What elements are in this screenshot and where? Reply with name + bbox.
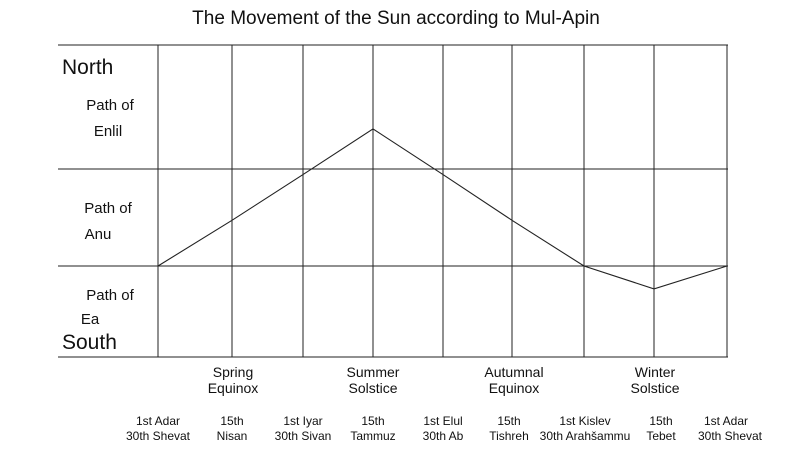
sun-path-line <box>157 128 728 290</box>
date-label-line2: 30th Shevat <box>698 429 763 443</box>
date-label-line1: 15th <box>497 414 520 428</box>
date-label-line1: 15th <box>361 414 384 428</box>
date-label-line2: Tishreh <box>489 429 529 443</box>
band-label-enlil-line2: Enlil <box>94 123 122 140</box>
season-label-summer-line2: Solstice <box>348 380 397 396</box>
season-label-winter-line1: Winter <box>635 364 676 380</box>
south-label: South <box>62 331 117 354</box>
band-label-anu-line2: Anu <box>85 226 112 243</box>
date-label-line2: Tebet <box>646 429 676 443</box>
date-label-line2: 30th Sivan <box>275 429 332 443</box>
date-label-line2: 30th Shevat <box>126 429 191 443</box>
season-label-spring-line1: Spring <box>213 364 253 380</box>
date-label-line1: 15th <box>649 414 672 428</box>
band-label-ea-line2: Ea <box>81 311 100 328</box>
season-label-winter-line2: Solstice <box>630 380 679 396</box>
band-label-anu-line1: Path of <box>84 200 132 217</box>
date-label-line2: 30th Arahšammu <box>540 429 631 443</box>
date-label-line1: 1st Adar <box>704 414 748 428</box>
season-label-summer-line1: Summer <box>347 364 400 380</box>
date-label-line1: 1st Iyar <box>283 414 322 428</box>
band-label-enlil-line1: Path of <box>86 97 134 114</box>
date-label-line2: Nisan <box>217 429 248 443</box>
date-label-line1: 15th <box>220 414 243 428</box>
date-label-line1: 1st Adar <box>136 414 180 428</box>
date-label-line2: 30th Ab <box>423 429 464 443</box>
date-label-line1: 1st Elul <box>423 414 462 428</box>
north-label: North <box>62 56 113 79</box>
date-label-line1: 1st Kislev <box>559 414 610 428</box>
diagram-title: The Movement of the Sun according to Mul… <box>192 8 600 29</box>
band-label-ea-line1: Path of <box>86 287 134 304</box>
date-label-line2: Tammuz <box>350 429 395 443</box>
season-label-spring-line2: Equinox <box>208 380 259 396</box>
grid <box>58 44 728 358</box>
season-label-autumn-line1: Autumnal <box>484 364 543 380</box>
season-label-autumn-line2: Equinox <box>489 380 540 396</box>
